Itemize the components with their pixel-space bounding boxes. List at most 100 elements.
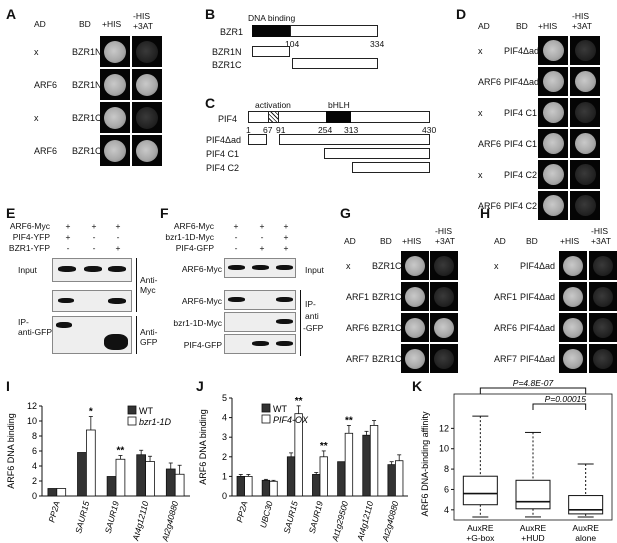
bar-mutant <box>145 461 155 497</box>
category-label: +G-box <box>466 533 495 543</box>
h-header-ad: AD <box>494 236 506 246</box>
legend-swatch <box>261 403 271 413</box>
bzr1-pos-104: 104 <box>285 39 300 49</box>
bar-wt <box>261 479 271 497</box>
f-band <box>252 341 269 346</box>
yeast-ad-label: x <box>34 112 39 123</box>
blot-label: ARF6-Myc <box>181 296 222 306</box>
bzr1-label: BZR1 <box>220 27 244 37</box>
bar-mutant <box>244 476 253 497</box>
yeast-ad-label: ARF6 <box>34 145 58 156</box>
bar-wt <box>362 434 371 497</box>
yeast-ad-label: x <box>494 260 499 271</box>
f-band <box>276 341 293 346</box>
yeast-bd-label: PIF4 C1 <box>504 138 538 149</box>
panel-label-k: K <box>412 378 423 394</box>
bar-mutant <box>86 429 96 497</box>
panel-label-h: H <box>480 205 491 221</box>
colony-his <box>563 255 583 276</box>
yeast-bd-label: BZR1N <box>72 46 102 57</box>
y-tick-label: 12 <box>27 401 37 411</box>
treatment-label: bzr1-1D-Myc <box>165 232 214 242</box>
colony-3at <box>574 71 596 92</box>
activation-label: activation <box>255 100 291 110</box>
f-band <box>276 297 293 302</box>
e-input-label: Input <box>18 265 37 275</box>
colony-3at <box>136 40 158 63</box>
plot-frame <box>453 393 613 521</box>
box <box>515 479 551 510</box>
y-tick-label: 8 <box>444 464 449 474</box>
y-tick-label: 12 <box>439 423 449 433</box>
treatment-sign: + <box>259 243 265 253</box>
category-label: +HUD <box>521 533 544 543</box>
colony-his <box>542 164 564 185</box>
yeast-bd-label: PIF4 C2 <box>504 169 538 180</box>
colony-3at <box>574 102 596 123</box>
colony-his <box>542 195 564 216</box>
y-tick-label: 5 <box>222 393 227 403</box>
h-header-minus-his: -HIS <box>591 226 608 236</box>
bzr1-pos-334: 334 <box>370 39 385 49</box>
bar-mutant <box>56 488 67 497</box>
e-ip-label: IP- <box>18 317 29 327</box>
treatment-label: PIF4-GFP <box>175 243 214 253</box>
blot-label: bzr1-1D-Myc <box>173 318 222 328</box>
significance-star: ** <box>117 446 125 457</box>
bar-mutant <box>174 473 185 497</box>
category-label: SAUR19 <box>103 500 121 535</box>
y-tick-label: 2 <box>32 476 37 486</box>
colony-3at <box>434 255 454 276</box>
yeast-ad-label: ARF6 <box>478 76 502 87</box>
treatment-sign: + <box>283 221 289 231</box>
f-input-label: Input <box>305 265 324 275</box>
y-tick-label: 8 <box>32 431 37 441</box>
colony-his <box>405 348 425 369</box>
e-anti-myc: Anti- <box>140 275 158 285</box>
yeast-bd-label: BZR1C <box>72 145 102 156</box>
colony-3at <box>593 255 613 276</box>
category-label: alone <box>575 533 596 543</box>
p-value-2: P=0.00015 <box>545 394 587 404</box>
panel-label-g: G <box>340 205 351 221</box>
g-header-minus-his: -HIS <box>435 226 452 236</box>
colony-his <box>563 348 583 369</box>
category-label: PP2A <box>234 500 249 524</box>
legend-label: bzr1-1D <box>139 417 172 427</box>
y-tick-label: 0 <box>222 491 227 501</box>
pif4-c1-label: PIF4 C1 <box>206 149 240 159</box>
colony-3at <box>136 139 158 162</box>
category-label: At2g40880 <box>160 500 181 543</box>
significance-star: ** <box>295 396 303 407</box>
treatment-label: ARF6-Myc <box>173 221 214 231</box>
pif4-pos-91: 91 <box>276 125 286 135</box>
f-band <box>276 265 293 270</box>
yeast-bd-label: BZR1C <box>372 260 402 271</box>
pif4-ad-label: PIF4Δad <box>206 135 242 145</box>
yeast-ad-label: ARF6 <box>478 138 502 149</box>
f-band <box>228 297 245 302</box>
colony-3at <box>136 106 158 129</box>
treatment-label: PIF4-YFP <box>12 232 50 242</box>
colony-3at <box>136 73 158 96</box>
activation-domain <box>268 111 279 123</box>
e-band <box>58 266 76 272</box>
e-band <box>104 334 128 350</box>
e-band <box>108 266 126 272</box>
p-bracket <box>532 403 587 410</box>
bar-wt <box>136 454 147 497</box>
category-label: At1g29500 <box>330 500 351 543</box>
pif4-c1-bar <box>324 148 430 159</box>
e-anti-myc-2: Myc <box>140 285 156 295</box>
yeast-ad-label: ARF6 <box>346 322 370 333</box>
bzr1c-label: BZR1C <box>212 60 242 70</box>
treatment-sign: + <box>65 221 71 231</box>
bar-mutant <box>269 480 278 497</box>
yeast-bd-label: BZR1C <box>372 353 402 364</box>
p-value-1: P=4.8E-07 <box>513 378 554 388</box>
colony-3at <box>593 348 613 369</box>
yeast-bd-label: PIF4 C1 <box>504 107 538 118</box>
panel-label-c: C <box>205 95 216 111</box>
colony-his <box>405 255 425 276</box>
